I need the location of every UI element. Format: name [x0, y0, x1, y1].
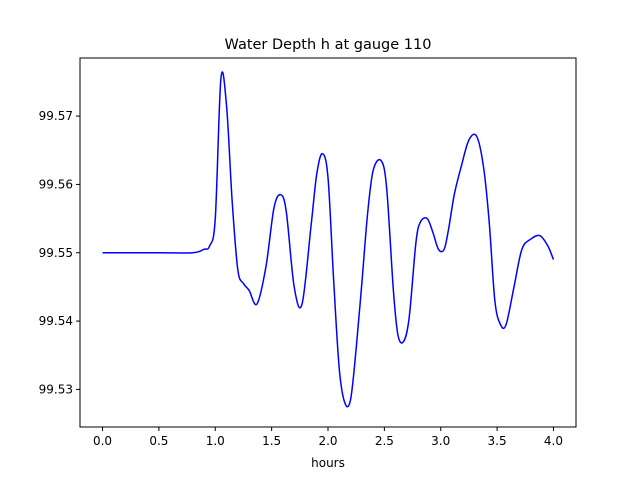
y-tick-label: 99.57 — [39, 109, 73, 123]
x-tick-label: 1.5 — [262, 434, 281, 448]
x-tick-label: 0.0 — [93, 434, 112, 448]
series-line-0 — [102, 71, 555, 408]
y-tick-label: 99.54 — [39, 314, 73, 328]
x-tick-label: 2.5 — [375, 434, 394, 448]
x-axis-ticks: 0.0 0.5 1.0 1.5 2.0 2.5 3.0 3.5 4.0 — [93, 427, 563, 448]
x-tick-label: 0.5 — [149, 434, 168, 448]
chart-title: Water Depth h at gauge 110 — [225, 37, 432, 53]
x-tick-label: 1.0 — [206, 434, 225, 448]
x-tick-label: 4.0 — [544, 434, 563, 448]
x-axis-label: hours — [311, 456, 345, 470]
x-tick-label: 3.0 — [431, 434, 450, 448]
y-axis-ticks: 99.53 99.54 99.55 99.56 99.57 — [39, 109, 80, 396]
y-tick-label: 99.55 — [39, 246, 73, 260]
x-tick-label: 3.5 — [488, 434, 507, 448]
y-tick-label: 99.53 — [39, 382, 73, 396]
plot-area — [79, 57, 577, 428]
plot-frame — [79, 57, 577, 428]
x-tick-label: 2.0 — [318, 434, 337, 448]
series-layer — [102, 71, 555, 408]
y-tick-label: 99.56 — [39, 177, 73, 191]
